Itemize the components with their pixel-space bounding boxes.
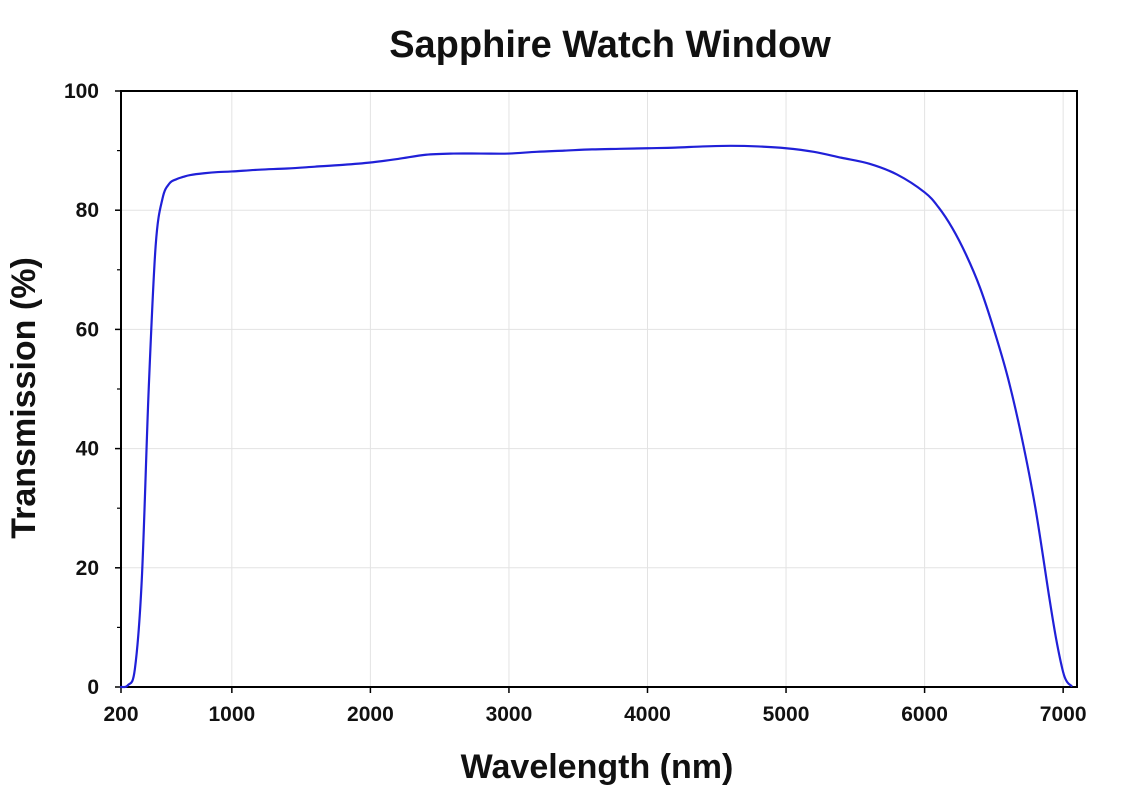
y-tick-label: 0: [87, 676, 99, 699]
transmission-curve: [119, 144, 1073, 689]
y-tick-label: 60: [76, 318, 99, 341]
axis-ticks: 200 1000 2000 3000 4000 5000 6000 7000 0 20 40 60 80…: [64, 80, 1087, 726]
y-tick-label: 20: [76, 557, 99, 580]
y-tick-label: 80: [76, 199, 99, 222]
x-tick-label: 7000: [1040, 703, 1087, 726]
chart-title: Sapphire Watch Window: [389, 24, 831, 66]
y-tick-label: 40: [76, 438, 99, 461]
x-tick-label: 2000: [347, 703, 394, 726]
x-tick-label: 4000: [624, 703, 671, 726]
x-tick-label: 200: [103, 703, 138, 726]
plot-frame: [120, 90, 1078, 688]
grid-lines: [121, 91, 1077, 687]
x-tick-label: 1000: [208, 703, 255, 726]
x-axis-title: Wavelength (nm): [461, 748, 734, 786]
x-tick-label: 6000: [901, 703, 948, 726]
y-tick-label: 100: [64, 80, 99, 103]
x-tick-label: 3000: [486, 703, 533, 726]
y-axis-title: Transmission (%): [5, 257, 43, 539]
x-tick-label: 5000: [763, 703, 810, 726]
